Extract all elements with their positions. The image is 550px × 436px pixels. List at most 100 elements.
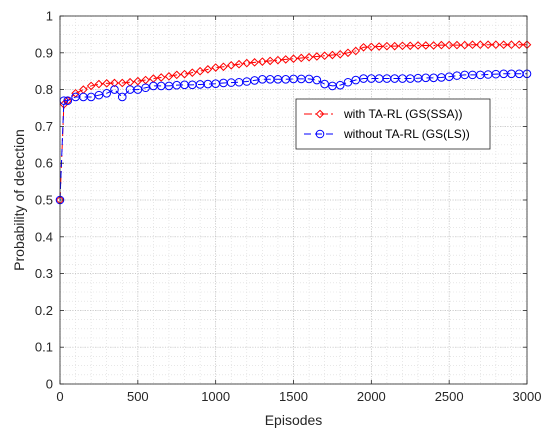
data-point — [491, 40, 501, 50]
series-layer — [55, 40, 532, 205]
y-tick-label: 0 — [46, 377, 53, 392]
data-point — [94, 79, 104, 89]
data-point — [133, 85, 143, 94]
data-point — [429, 41, 438, 50]
y-tick-label: 0.9 — [35, 45, 53, 60]
data-point — [312, 75, 322, 85]
data-point — [289, 54, 298, 63]
data-point — [335, 80, 345, 90]
data-point — [499, 40, 508, 50]
data-point — [63, 96, 73, 105]
data-point — [164, 72, 174, 81]
x-tick-label: 0 — [56, 389, 63, 404]
data-point — [374, 42, 384, 51]
data-point — [437, 40, 446, 50]
data-point — [359, 42, 368, 52]
data-point — [390, 41, 399, 51]
data-point — [351, 46, 361, 56]
data-point — [195, 66, 205, 76]
data-point — [117, 78, 127, 88]
y-tick-label: 0.3 — [35, 266, 53, 281]
data-point — [507, 40, 516, 50]
data-point — [211, 63, 220, 72]
series-1 — [55, 40, 532, 205]
legend-box — [295, 98, 491, 150]
legend-label: without TA-RL (GS(LS)) — [343, 127, 470, 141]
data-point — [180, 69, 189, 79]
data-point — [281, 55, 291, 64]
data-point — [133, 76, 143, 86]
data-point — [250, 58, 259, 67]
x-tick-label: 1500 — [279, 389, 308, 404]
data-point — [117, 92, 127, 102]
data-point — [258, 57, 267, 66]
data-point — [405, 41, 415, 51]
data-point — [102, 79, 112, 88]
data-point — [343, 48, 353, 58]
data-point — [367, 42, 376, 52]
legend-label: with TA-RL (GS(SSA)) — [343, 107, 462, 121]
data-point — [328, 50, 337, 60]
data-point — [413, 41, 423, 50]
data-point — [312, 52, 322, 61]
data-point — [86, 81, 96, 91]
y-tick-label: 0.6 — [35, 156, 53, 171]
x-tick-label: 500 — [127, 389, 149, 404]
data-point — [320, 51, 329, 61]
series-2 — [55, 69, 532, 205]
y-tick-label: 0.2 — [35, 303, 53, 318]
y-tick-label: 0.7 — [35, 119, 53, 134]
legend-entry: with TA-RL (GS(SSA)) — [304, 107, 462, 121]
data-point — [304, 52, 314, 62]
data-point — [421, 41, 431, 50]
y-tick-label: 1 — [46, 9, 53, 24]
legend-entry: without TA-RL (GS(LS)) — [304, 127, 470, 141]
tick-labels: 0 500 1000 1500 2000 2500 3000 0 0.1 0.2 0.3 0.4 0.5… — [35, 9, 542, 405]
data-point — [102, 88, 111, 98]
legend-marker — [315, 109, 325, 119]
data-point — [188, 68, 197, 77]
y-axis-label: Probability of detection — [11, 129, 27, 271]
data-point — [86, 92, 96, 102]
data-point — [110, 78, 119, 88]
legend-entries: with TA-RL (GS(SSA)) without TA-RL (GS(LS… — [304, 107, 470, 141]
data-point — [483, 40, 493, 50]
x-tick-label: 3000 — [513, 389, 542, 404]
legend: with TA-RL (GS(SSA)) without TA-RL (GS(LS… — [295, 98, 491, 150]
axis-ticks — [59, 15, 528, 385]
data-point — [172, 70, 182, 80]
data-point — [468, 40, 477, 50]
x-axis-label: Episodes — [265, 412, 323, 428]
data-point — [514, 40, 524, 50]
data-point — [203, 65, 213, 74]
data-point — [444, 40, 454, 50]
data-point — [273, 55, 283, 65]
x-tick-label: 1000 — [201, 389, 230, 404]
data-point — [452, 40, 462, 50]
data-point — [141, 83, 150, 93]
data-point — [219, 62, 228, 72]
data-point — [382, 41, 392, 51]
y-tick-label: 0.4 — [35, 229, 53, 244]
data-point — [110, 85, 119, 94]
data-point — [156, 73, 166, 82]
data-point — [343, 77, 353, 87]
data-point — [296, 53, 306, 63]
data-point — [226, 61, 236, 70]
y-tick-label: 0.8 — [35, 82, 53, 97]
data-point — [94, 90, 104, 100]
data-point — [460, 40, 470, 50]
legend-marker — [315, 129, 325, 139]
data-point — [475, 40, 485, 50]
data-point — [242, 58, 252, 68]
x-tick-label: 2000 — [357, 389, 386, 404]
y-tick-label: 0.1 — [35, 340, 53, 355]
data-point — [234, 59, 244, 69]
data-point — [398, 41, 407, 51]
data-point — [265, 56, 275, 66]
data-point — [320, 79, 329, 89]
x-tick-label: 2500 — [435, 389, 464, 404]
y-tick-label: 0.5 — [35, 193, 53, 208]
data-point — [335, 49, 345, 59]
